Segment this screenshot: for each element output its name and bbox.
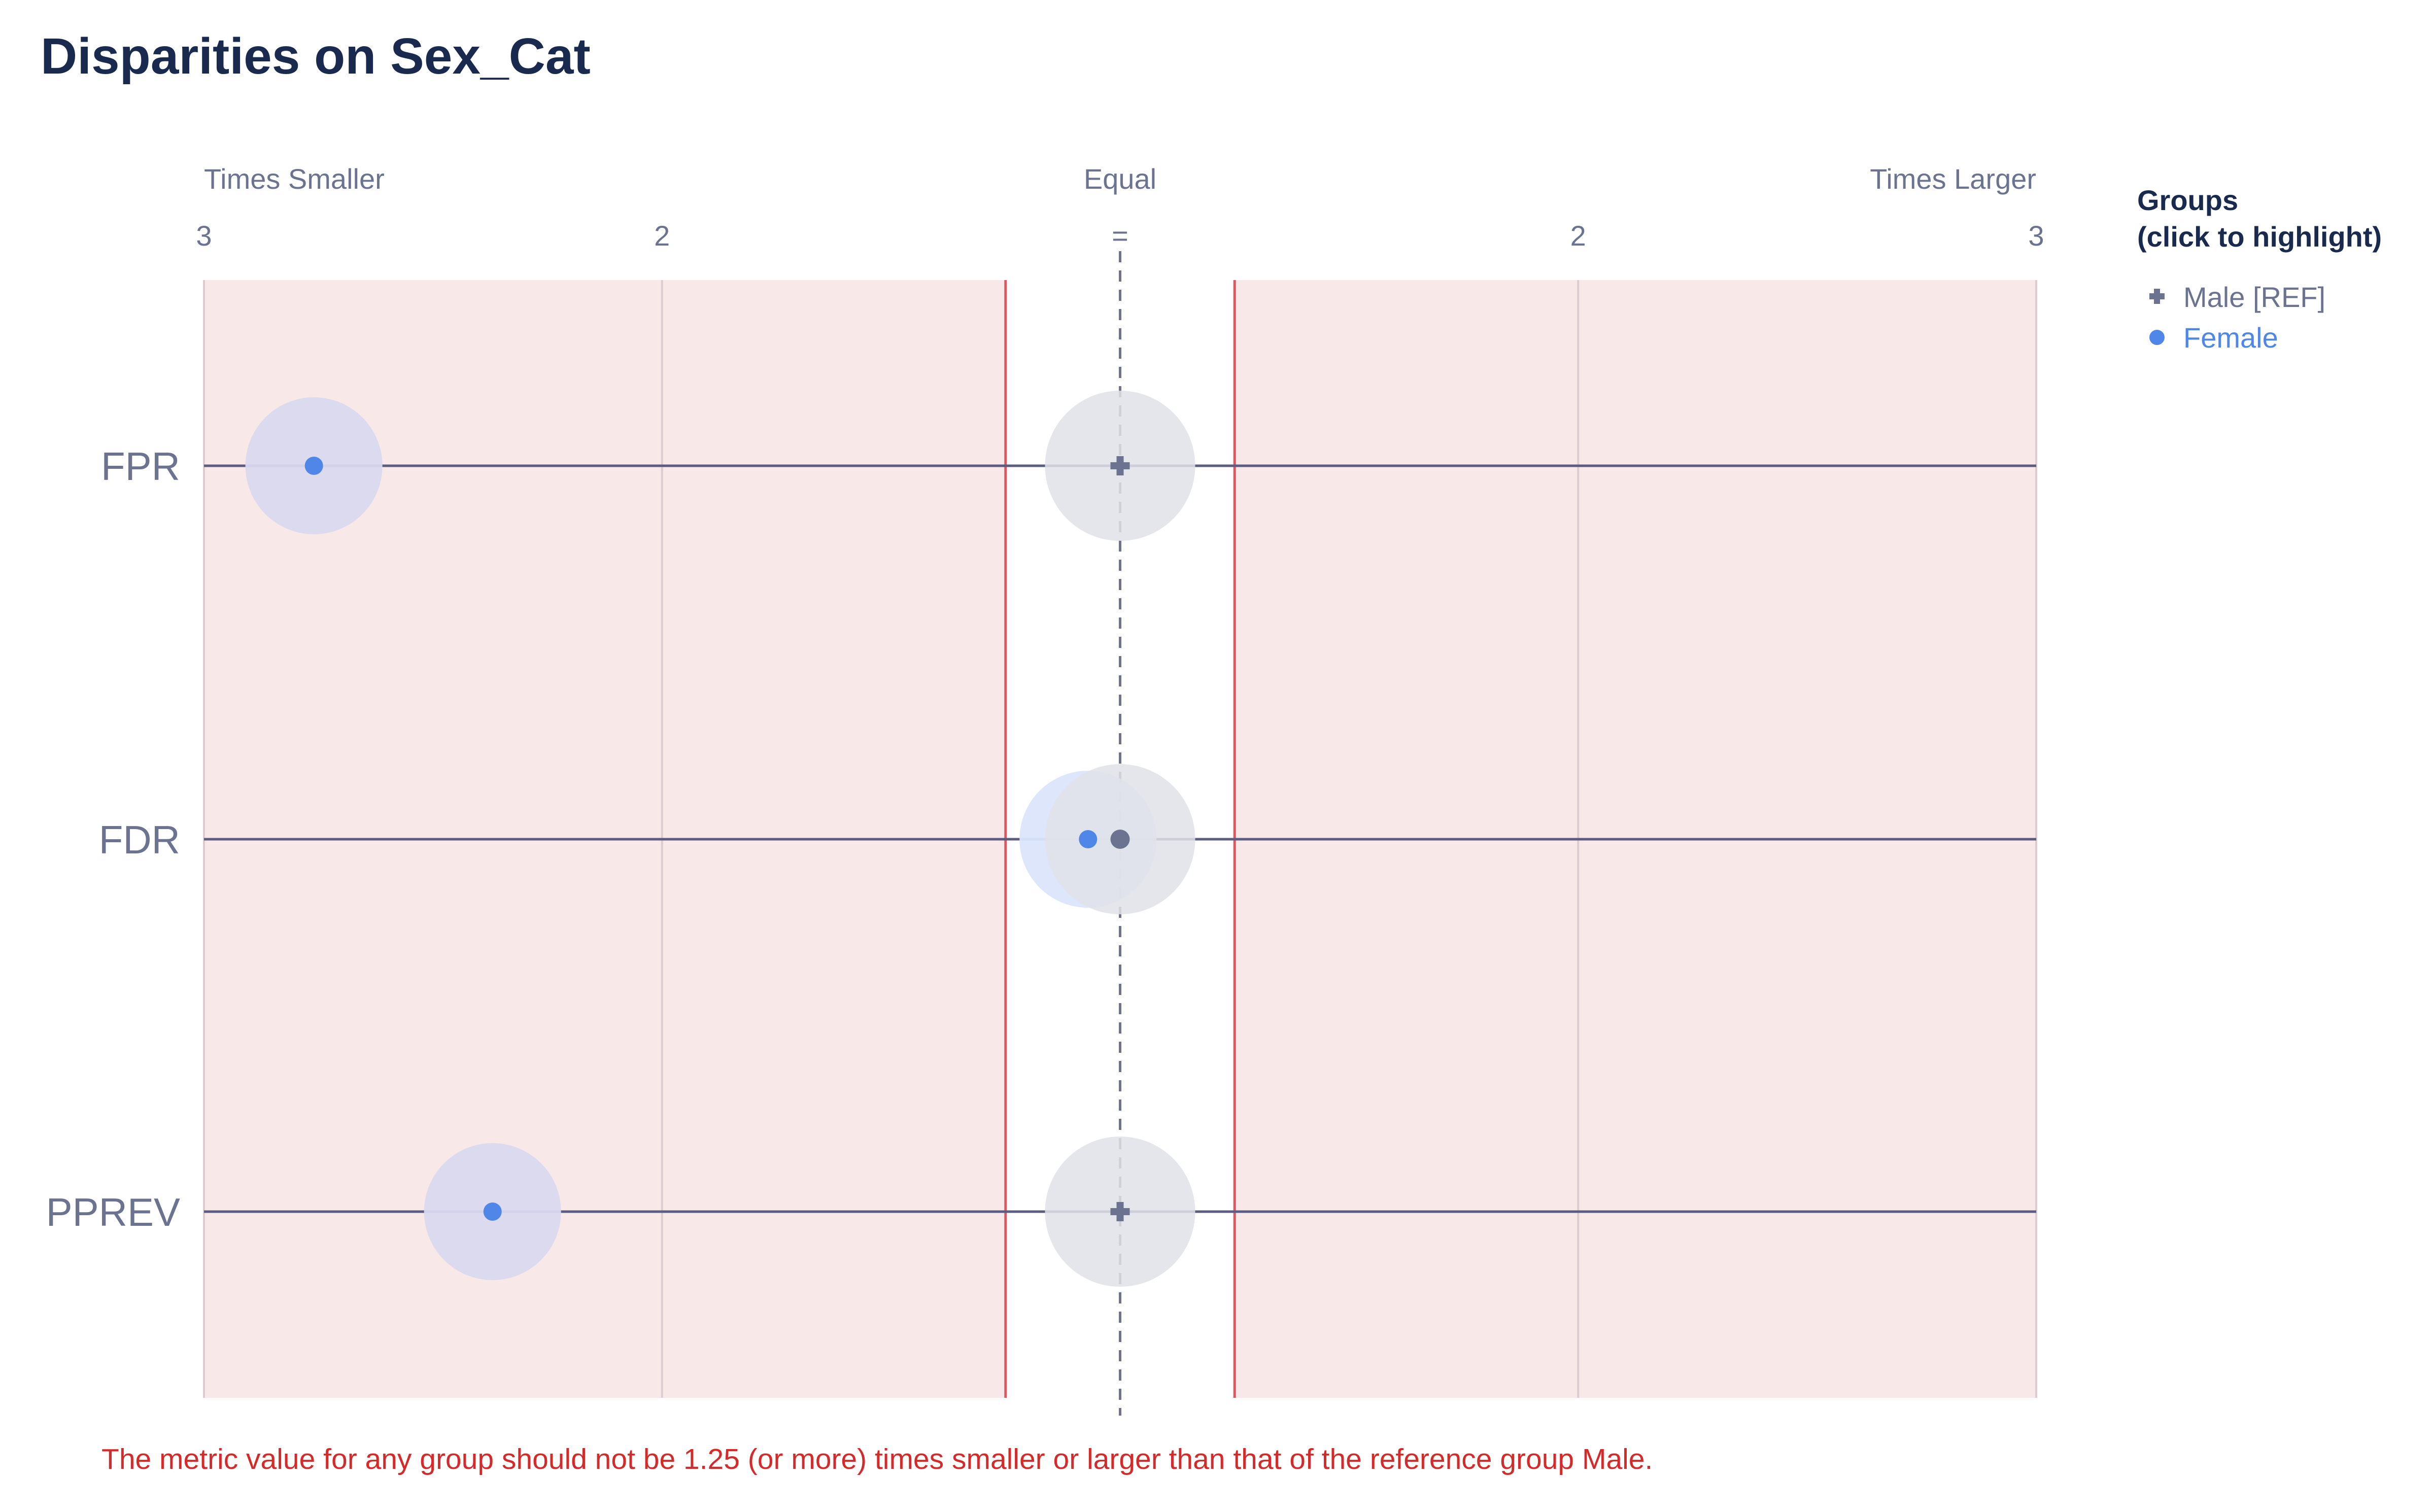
row-label-fpr: FPR [101, 444, 180, 489]
reference-cross-marker [1110, 456, 1130, 475]
female-point [1079, 830, 1098, 848]
threshold-footnote: The metric value for any group should no… [101, 1443, 1653, 1475]
cross-bar-v [1116, 1202, 1124, 1221]
female-point [304, 457, 323, 475]
axis-top-label: Times Larger [1870, 163, 2036, 195]
legend-item-label: Male [REF] [2183, 281, 2325, 313]
legend[interactable]: Groups (click to highlight) Male [REF] Fema… [2137, 184, 2382, 354]
axis-top-label: Times Smaller [204, 163, 385, 195]
x-tick-label: = [1112, 220, 1128, 252]
legend-subtitle: (click to highlight) [2137, 221, 2382, 253]
reference-point [1110, 830, 1130, 849]
circle-icon [2149, 330, 2165, 345]
chart-title: Disparities on Sex_Cat [41, 28, 591, 85]
x-tick-label: 2 [654, 220, 670, 252]
legend-title: Groups [2137, 184, 2238, 216]
reference-cross-marker [1110, 1202, 1130, 1221]
x-tick-label: 2 [1570, 220, 1586, 252]
x-tick-label: 3 [2028, 220, 2044, 252]
plot-area: Times Smaller Equal Times Larger 3 2 = 2 3 FPR FD… [46, 163, 2044, 1416]
legend-item-female[interactable]: Female [2149, 322, 2278, 354]
legend-item-label: Female [2183, 322, 2278, 354]
row-label-pprev: PPREV [46, 1190, 180, 1234]
row-label-fdr: FDR [99, 817, 180, 862]
female-point [483, 1202, 502, 1221]
axis-top-label: Equal [1084, 163, 1156, 195]
x-tick-label: 3 [196, 220, 212, 252]
cross-bar-v [1116, 456, 1124, 475]
legend-item-male[interactable]: Male [REF] [2149, 281, 2325, 313]
cross-icon [2154, 289, 2160, 304]
